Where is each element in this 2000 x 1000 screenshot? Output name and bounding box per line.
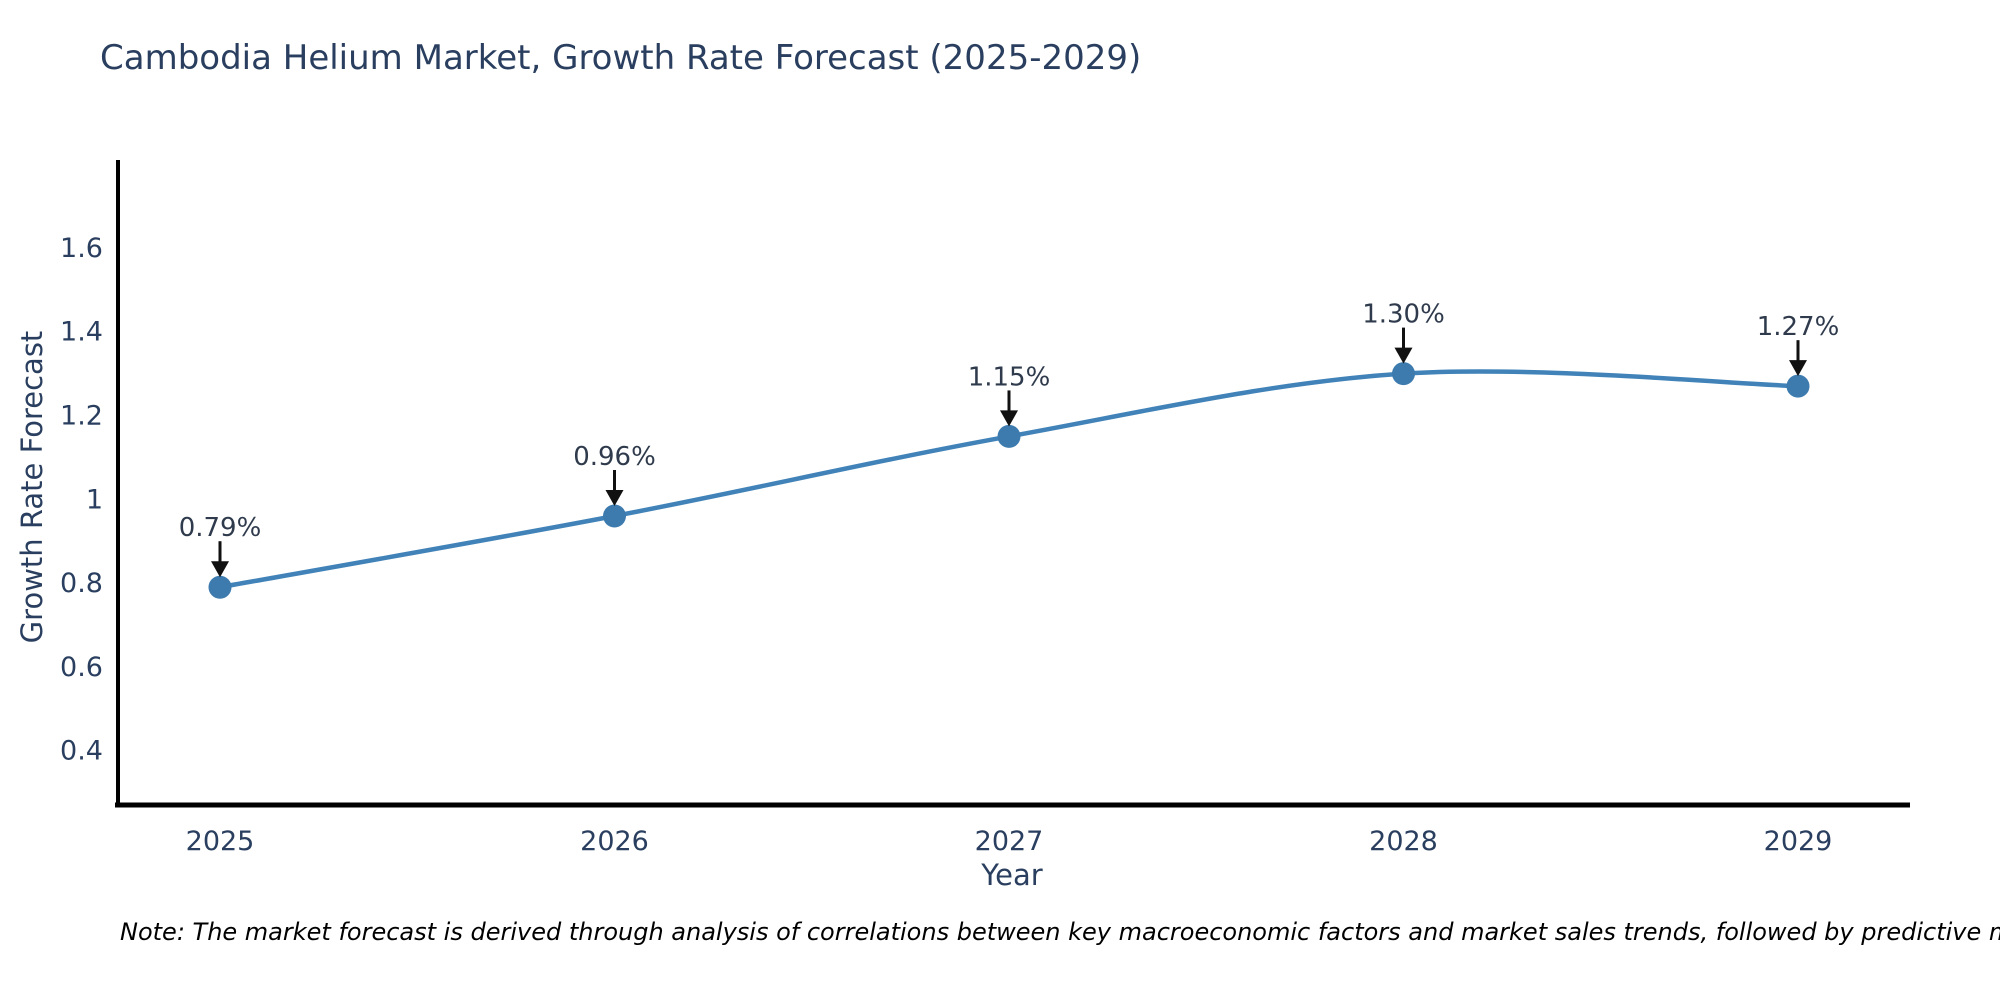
data-point-marker[interactable]	[1392, 362, 1415, 386]
chart-title: Cambodia Helium Market, Growth Rate Fore…	[100, 38, 1142, 78]
data-point-marker[interactable]	[208, 575, 232, 599]
data-point-marker[interactable]	[603, 504, 626, 528]
x-tick-label: 2026	[580, 826, 649, 857]
annotation-label: 0.96%	[573, 442, 656, 472]
x-tick-label: 2029	[1764, 826, 1833, 857]
y-tick-label: 1.4	[60, 317, 103, 348]
y-tick-label: 0.6	[60, 652, 103, 683]
footnote: Note: The market forecast is derived thr…	[120, 918, 2000, 946]
y-tick-label: 1.2	[60, 400, 103, 431]
annotation-label: 1.30%	[1362, 300, 1445, 330]
annotation-label: 1.27%	[1757, 312, 1840, 342]
annotation-arrowhead-icon	[605, 490, 624, 507]
y-tick-label: 1.6	[60, 233, 103, 264]
y-tick-label: 0.8	[60, 568, 103, 599]
annotation-label: 1.15%	[968, 362, 1051, 392]
y-axis-title: Growth Rate Forecast	[15, 330, 49, 644]
x-tick-label: 2025	[186, 826, 255, 857]
y-tick-label: 1	[86, 484, 103, 515]
data-point-marker[interactable]	[997, 424, 1021, 448]
annotation-label: 0.79%	[179, 513, 262, 543]
x-tick-label: 2027	[975, 826, 1044, 857]
annotation-arrowhead-icon	[1394, 347, 1413, 364]
annotation-arrowhead-icon	[211, 561, 229, 578]
x-axis-title: Year	[981, 858, 1043, 892]
x-tick-label: 2028	[1369, 826, 1438, 857]
data-point-marker[interactable]	[1786, 374, 1810, 398]
annotation-arrowhead-icon	[1000, 410, 1018, 427]
y-tick-label: 0.4	[60, 736, 103, 767]
annotation-arrowhead-icon	[1789, 360, 1807, 377]
